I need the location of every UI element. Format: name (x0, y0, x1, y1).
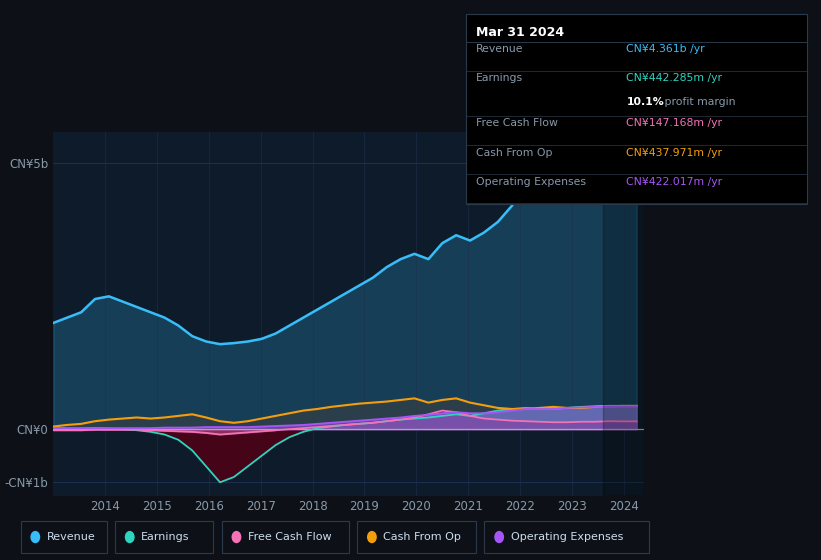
Text: Earnings: Earnings (141, 532, 190, 542)
Text: CN¥422.017m /yr: CN¥422.017m /yr (626, 177, 722, 186)
Text: Cash From Op: Cash From Op (476, 148, 553, 157)
Text: Free Cash Flow: Free Cash Flow (476, 119, 558, 128)
Text: Cash From Op: Cash From Op (383, 532, 461, 542)
Text: Revenue: Revenue (476, 44, 524, 54)
Text: profit margin: profit margin (661, 97, 736, 106)
Bar (603, 132, 644, 496)
Text: Earnings: Earnings (476, 73, 523, 83)
Text: Revenue: Revenue (47, 532, 95, 542)
Text: Mar 31 2024: Mar 31 2024 (476, 26, 564, 39)
Text: 10.1%: 10.1% (626, 97, 664, 106)
Text: Operating Expenses: Operating Expenses (511, 532, 623, 542)
Text: CN¥147.168m /yr: CN¥147.168m /yr (626, 119, 722, 128)
Text: CN¥437.971m /yr: CN¥437.971m /yr (626, 148, 722, 157)
Text: CN¥442.285m /yr: CN¥442.285m /yr (626, 73, 722, 83)
Text: CN¥4.361b /yr: CN¥4.361b /yr (626, 44, 705, 54)
Text: Free Cash Flow: Free Cash Flow (248, 532, 332, 542)
Text: Operating Expenses: Operating Expenses (476, 177, 586, 186)
